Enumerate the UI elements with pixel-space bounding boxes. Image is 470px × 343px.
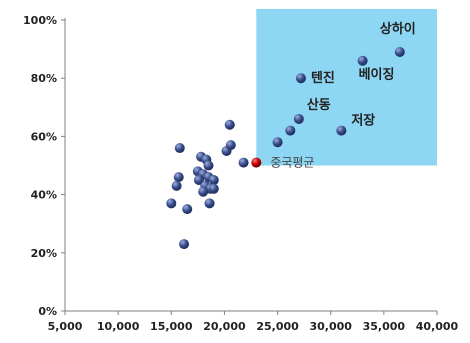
x-tick-label: 15,000 (150, 320, 193, 333)
data-point (173, 172, 184, 183)
data-point (204, 198, 215, 209)
x-tick-label: 40,000 (416, 320, 459, 333)
data-point (238, 157, 249, 168)
y-tick-label: 40% (31, 189, 57, 202)
data-point (203, 160, 214, 171)
data-point (193, 175, 204, 186)
data-point (182, 204, 193, 215)
data-point (272, 137, 283, 148)
data-point (208, 183, 219, 194)
data-point (174, 143, 185, 154)
point-label: 저장 (351, 113, 375, 129)
x-tick-label: 30,000 (309, 320, 352, 333)
data-point (171, 180, 182, 191)
point-label: 베이징 (359, 67, 395, 83)
data-point (208, 175, 219, 186)
data-point-labeled (295, 73, 306, 84)
x-tick-label: 20,000 (203, 320, 246, 333)
data-point (225, 140, 236, 151)
data-point (166, 198, 177, 209)
point-label: 텐진 (311, 70, 335, 86)
axes (64, 18, 437, 312)
data-point (179, 239, 190, 250)
data-point (285, 125, 296, 136)
x-axis-ticks: 5,000 10,000 15,000 20,000 25,000 30,000 35,00… (48, 311, 459, 333)
x-tick-label: 10,000 (97, 320, 140, 333)
y-tick-label: 100% (23, 14, 57, 27)
y-tick-label: 80% (31, 72, 57, 85)
average-point (251, 157, 262, 168)
point-label: 산동 (307, 97, 331, 113)
data-points (166, 47, 405, 250)
y-tick-label: 20% (31, 247, 57, 260)
point-label: 상하이 (380, 21, 416, 37)
data-point-labeled (394, 47, 405, 58)
data-point-labeled (336, 125, 347, 136)
data-point (224, 119, 235, 130)
data-point (198, 186, 209, 197)
y-axis-ticks: 0% 20% 40% 60% 80% 100% (23, 14, 65, 318)
y-tick-label: 0% (38, 305, 57, 318)
data-point-labeled (357, 55, 368, 66)
average-label: 중국평균 (270, 156, 314, 170)
highlight-region (256, 9, 437, 166)
x-tick-label: 25,000 (256, 320, 299, 333)
y-tick-label: 60% (31, 130, 57, 143)
x-tick-label: 5,000 (48, 320, 83, 333)
data-point-labeled (293, 113, 304, 124)
x-tick-label: 35,000 (363, 320, 406, 333)
